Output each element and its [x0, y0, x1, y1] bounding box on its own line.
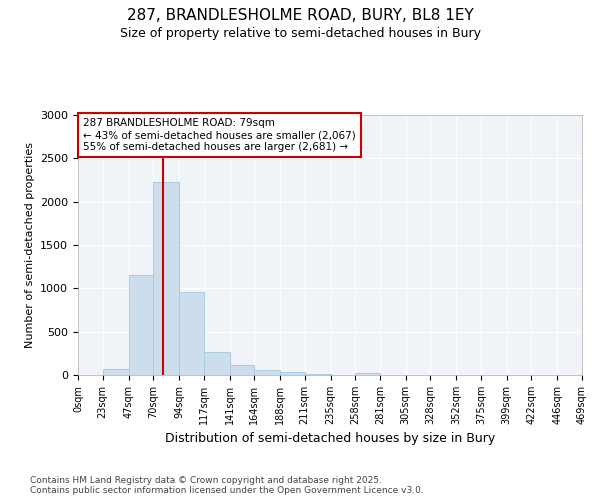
Bar	[355, 374, 380, 375]
Y-axis label: Number of semi-detached properties: Number of semi-detached properties	[25, 142, 35, 348]
Text: 287, BRANDLESHOLME ROAD, BURY, BL8 1EY: 287, BRANDLESHOLME ROAD, BURY, BL8 1EY	[127, 8, 473, 22]
Bar	[305, 374, 331, 375]
Text: 287 BRANDLESHOLME ROAD: 79sqm
← 43% of semi-detached houses are smaller (2,067)
: 287 BRANDLESHOLME ROAD: 79sqm ← 43% of s…	[83, 118, 356, 152]
Text: Contains HM Land Registry data © Crown copyright and database right 2025.
Contai: Contains HM Land Registry data © Crown c…	[30, 476, 424, 495]
Bar	[179, 292, 204, 375]
Text: Size of property relative to semi-detached houses in Bury: Size of property relative to semi-detach…	[119, 28, 481, 40]
Bar	[230, 366, 254, 375]
Bar	[280, 372, 305, 375]
Bar	[204, 352, 230, 375]
Bar	[128, 276, 153, 375]
Bar	[103, 368, 128, 375]
Bar	[254, 370, 280, 375]
X-axis label: Distribution of semi-detached houses by size in Bury: Distribution of semi-detached houses by …	[165, 432, 495, 446]
Bar	[153, 182, 179, 375]
